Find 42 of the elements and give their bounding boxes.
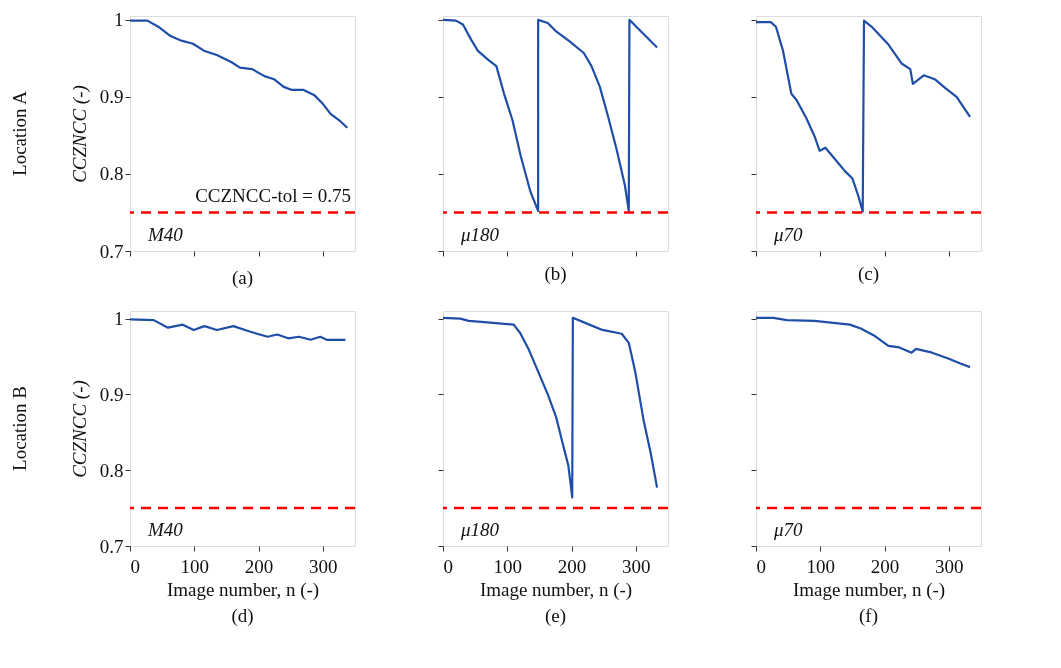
y-tick-label: 0.8	[99, 459, 124, 481]
text: Location B	[9, 386, 30, 471]
annotation: μ70	[773, 519, 804, 540]
y-tick-label: 1	[114, 308, 124, 330]
y-tick-label: 1	[114, 9, 124, 31]
text: (b)	[544, 262, 567, 285]
x-tick-label: 200	[557, 555, 587, 577]
y-tick-label: 0.9	[99, 383, 124, 405]
line-series	[130, 318, 347, 341]
annotation: μ70	[773, 224, 804, 245]
text: (e)	[544, 605, 567, 627]
x-tick-label: 0	[130, 555, 140, 577]
x-tick-label: 0	[443, 555, 453, 577]
x-axis-title: Image number, n (-)	[166, 578, 320, 601]
x-tick-label: 300	[935, 555, 964, 577]
x-tick-label: 100	[493, 555, 523, 577]
y-axis-title: CCZNCC (-)	[68, 85, 91, 183]
text: (c)	[857, 262, 880, 285]
x-tick-label: 300	[309, 555, 338, 577]
x-tick-label: 200	[870, 555, 900, 577]
annotation: μ180	[460, 519, 500, 540]
x-axis-title: Image number, n (-)	[479, 578, 633, 601]
x-tick-label: 0	[756, 555, 766, 577]
x-tick-label: 100	[180, 555, 210, 577]
ref-line-label: CCZNCC-tol = 0.75	[195, 185, 351, 207]
text: (d)	[231, 605, 254, 627]
annotation: M40	[147, 224, 184, 245]
text: (f)	[859, 605, 878, 627]
y-tick-label: 0.8	[99, 163, 124, 185]
y-axis-title: CCZNCC (-)	[68, 380, 91, 478]
text: Location A	[9, 90, 30, 176]
annotation: M40	[147, 519, 184, 540]
line-series	[130, 19, 349, 129]
y-tick-label: 0.7	[99, 240, 124, 262]
text: (a)	[231, 267, 254, 289]
x-tick-label: 200	[244, 555, 274, 577]
x-axis-title: Image number, n (-)	[792, 578, 946, 601]
annotation: μ180	[460, 224, 500, 245]
y-tick-label: 0.7	[99, 535, 124, 557]
x-tick-label: 300	[622, 555, 651, 577]
x-tick-label: 100	[806, 555, 836, 577]
y-tick-label: 0.9	[99, 86, 124, 108]
